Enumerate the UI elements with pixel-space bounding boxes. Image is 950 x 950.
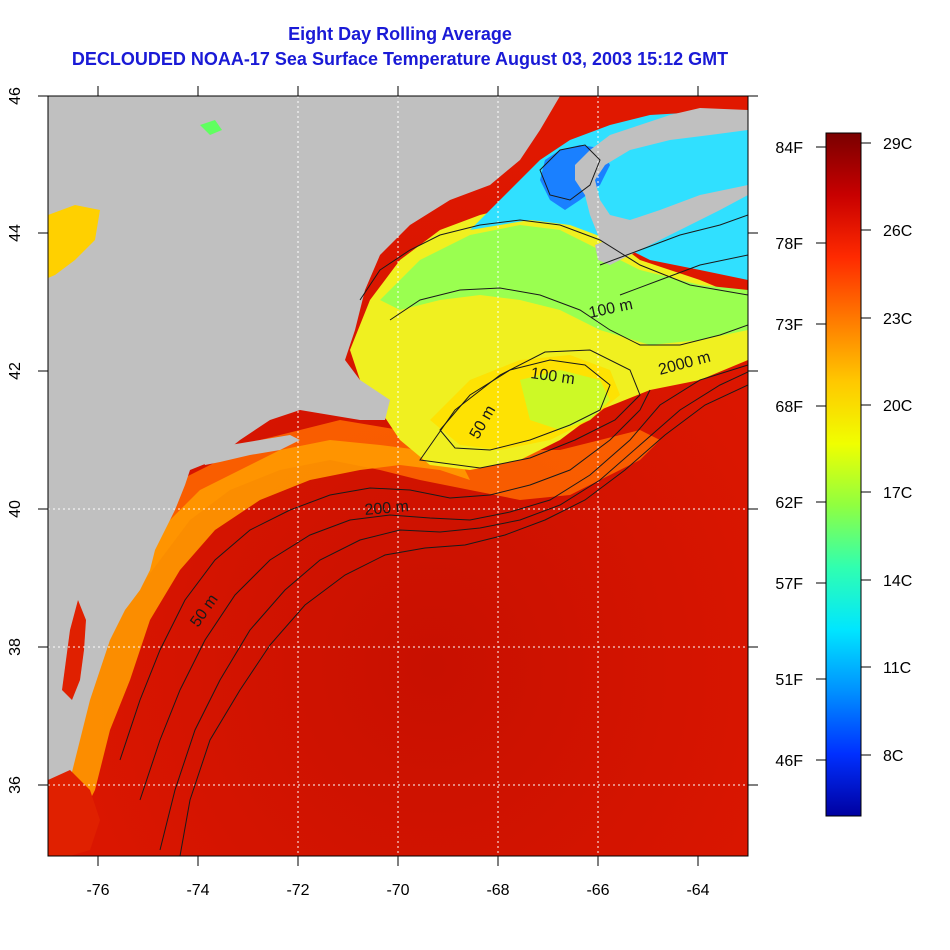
contour-fundy — [539, 144, 601, 201]
contour-scotian — [599, 214, 748, 266]
map-subtitle: DECLOUDED NOAA-17 Sea Surface Temperatur… — [71, 49, 729, 69]
lat-tick-labels: 36 38 40 42 44 46 — [7, 87, 24, 794]
fahrenheit-label: 46F — [775, 753, 803, 770]
contour-100m — [139, 364, 748, 801]
land-nova-scotia — [595, 185, 748, 265]
celsius-label: 8C — [883, 748, 903, 765]
map-title: Eight Day Rolling Average — [288, 24, 512, 44]
bathymetry-contours — [119, 144, 748, 856]
colorbar-fahrenheit-labels: 84F 78F 73F 68F 62F 57F 51F 46F — [775, 140, 803, 770]
contour-scotian-2 — [619, 254, 748, 296]
land-mainland — [48, 96, 560, 856]
lon-label: -74 — [186, 882, 209, 899]
lon-tick-labels: -76 -74 -72 -70 -68 -66 -64 — [86, 882, 709, 899]
fahrenheit-label: 62F — [775, 495, 803, 512]
celsius-label: 17C — [883, 485, 912, 502]
lake-patch-yellow — [48, 205, 100, 278]
label-100m-georges: 100 m — [529, 365, 575, 388]
contour-gulf-inner — [389, 287, 748, 346]
contour-georges-bank — [439, 359, 611, 451]
pamlico-sound-water — [48, 770, 100, 856]
lat-label: 40 — [7, 500, 24, 518]
lat-label: 46 — [7, 87, 24, 105]
celsius-label: 29C — [883, 136, 912, 153]
colorbar-celsius-ticks — [861, 142, 871, 756]
fahrenheit-label: 78F — [775, 236, 803, 253]
fahrenheit-label: 51F — [775, 672, 803, 689]
lon-label: -76 — [86, 882, 109, 899]
colorbar: 29C 26C 23C 20C 17C 14C 11C 8C 84F 78F 7… — [775, 132, 912, 817]
axis-ticks — [38, 86, 758, 866]
gulf-green-water — [380, 225, 748, 345]
celsius-label: 20C — [883, 398, 912, 415]
contour-georges-outer — [419, 349, 641, 469]
bay-of-fundy-cyan — [470, 110, 748, 280]
offshore-cool-patch — [520, 370, 610, 430]
lat-label: 38 — [7, 638, 24, 656]
celsius-label: 23C — [883, 311, 912, 328]
lake-patch-green — [200, 120, 222, 135]
fahrenheit-label: 57F — [775, 576, 803, 593]
celsius-label: 26C — [883, 223, 912, 240]
lat-label: 36 — [7, 776, 24, 794]
lat-label: 42 — [7, 362, 24, 380]
colorbar-scale — [825, 132, 862, 817]
colorbar-celsius-labels: 29C 26C 23C 20C 17C 14C 11C 8C — [883, 136, 912, 765]
celsius-label: 11C — [883, 660, 911, 677]
label-200m: 200 m — [364, 498, 410, 519]
lon-label: -68 — [486, 882, 509, 899]
lon-label: -64 — [686, 882, 709, 899]
fahrenheit-label: 73F — [775, 317, 803, 334]
lon-label: -70 — [386, 882, 409, 899]
colorbar-fahrenheit-ticks — [816, 146, 826, 761]
contour-50m — [119, 389, 651, 761]
land-long-island — [200, 435, 300, 465]
lon-label: -72 — [286, 882, 309, 899]
fahrenheit-label: 68F — [775, 399, 803, 416]
celsius-label: 14C — [883, 573, 912, 590]
fahrenheit-label: 84F — [775, 140, 803, 157]
contour-gulf-of-maine — [359, 219, 748, 301]
contour-2000m — [179, 384, 748, 856]
lat-label: 44 — [7, 224, 24, 242]
lon-label: -66 — [586, 882, 609, 899]
chesapeake-bay-water — [62, 600, 86, 700]
contour-200m — [159, 371, 748, 851]
